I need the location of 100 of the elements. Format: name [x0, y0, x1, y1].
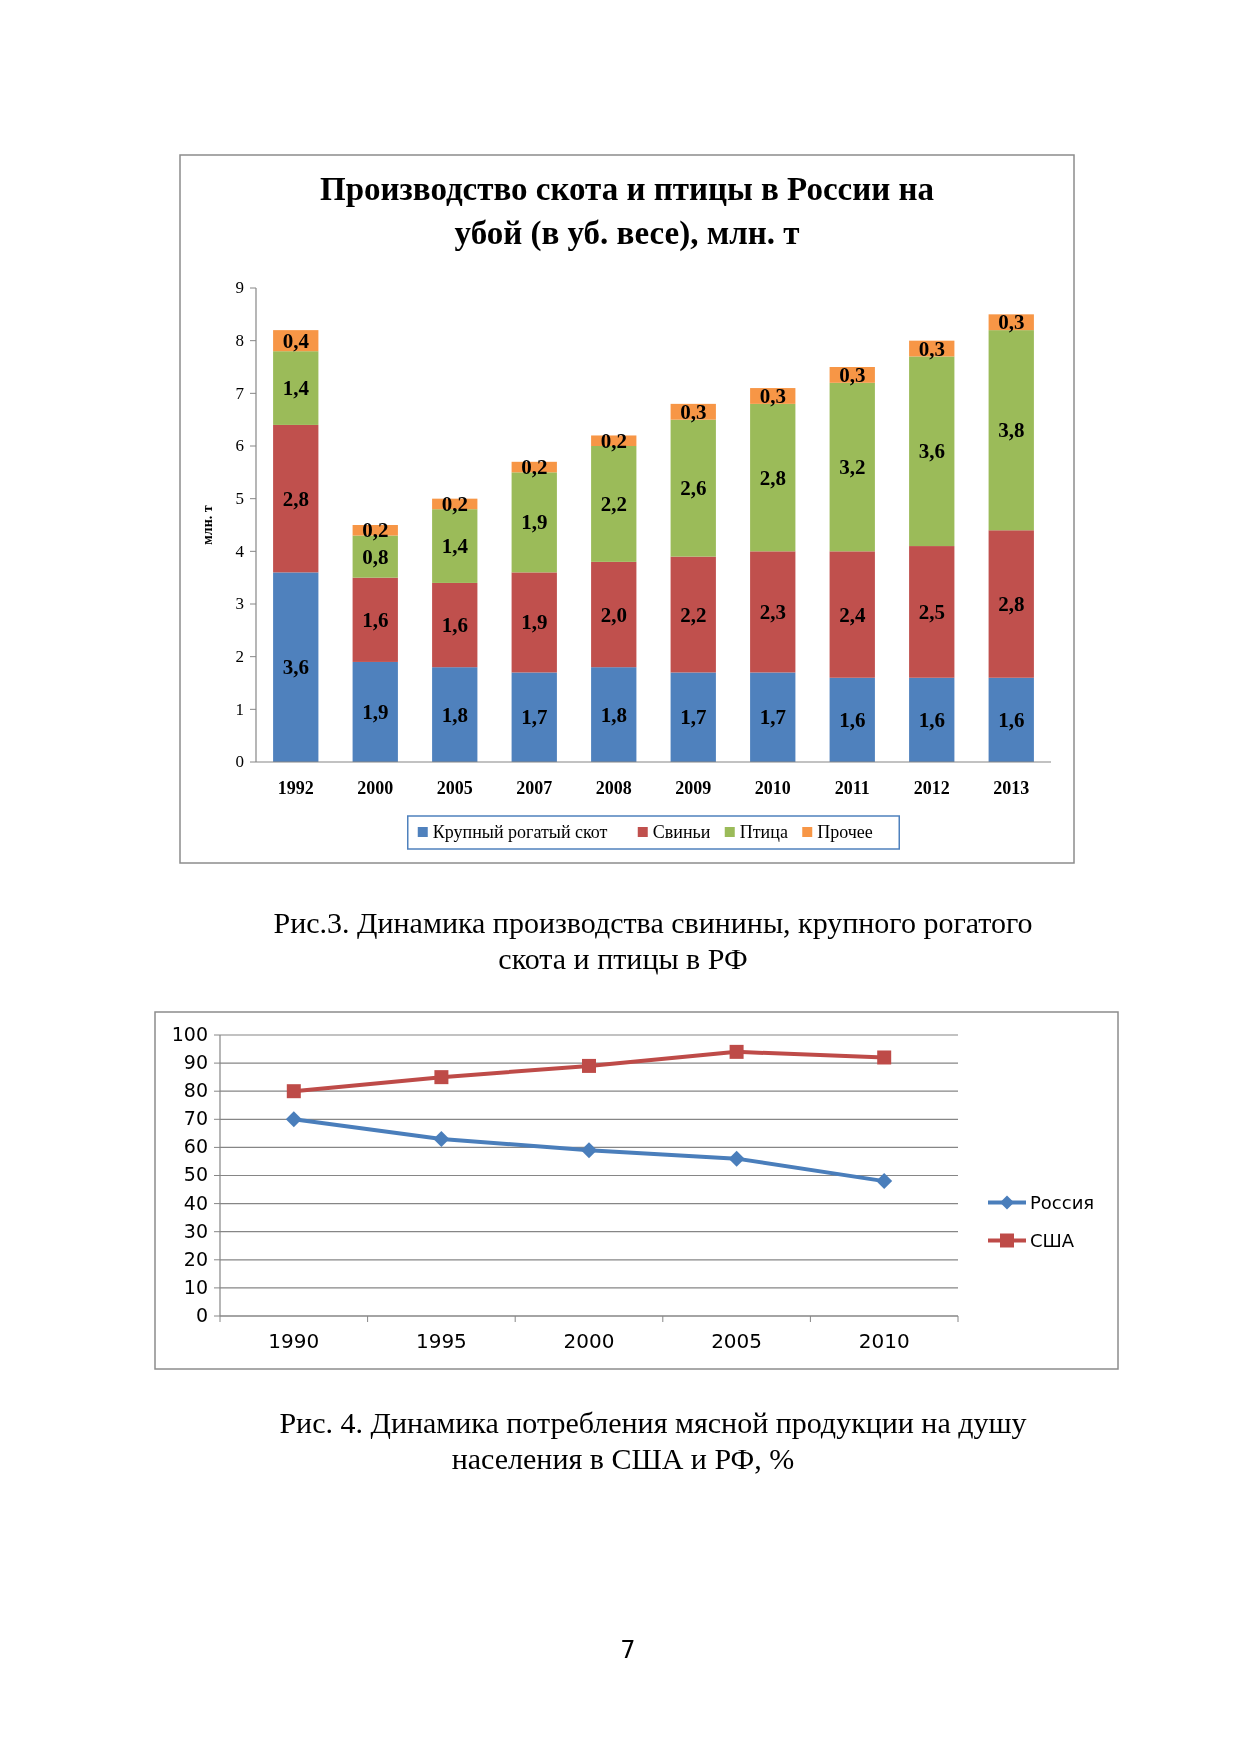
- data-label: 1,9: [521, 610, 548, 635]
- y-tick-label: 40: [183, 1191, 208, 1214]
- data-label: 2,4: [839, 602, 866, 627]
- x-tick-label: 2009: [675, 778, 712, 798]
- text: Рис.3. Динамика производства свинины, крупного рогатого скота и птицы в РФ: [273, 906, 1033, 975]
- data-label: 1,7: [759, 705, 786, 730]
- data-label: 0,3: [839, 362, 866, 387]
- bar: [670, 672, 716, 762]
- chart-title: Производство скота и птицы в России на убой (в уб. весе), млн. т: [319, 171, 935, 252]
- bar: [829, 551, 875, 678]
- legend-label: Крупный рогатый скот: [432, 822, 608, 842]
- bar: [352, 577, 398, 662]
- y-tick-label: 20: [183, 1247, 208, 1270]
- point: [728, 1150, 745, 1167]
- y-tick-label: 100: [171, 1022, 208, 1045]
- data-label: 0,3: [680, 399, 707, 424]
- data-label: 1,7: [680, 705, 707, 730]
- legend-label: Прочее: [817, 822, 873, 842]
- y-tick-label: 60: [183, 1135, 208, 1158]
- y-tick-label: 8: [235, 330, 244, 350]
- bar: [750, 551, 796, 673]
- data-label: 0,2: [362, 518, 389, 543]
- point: [876, 1173, 893, 1190]
- legend-label: США: [1030, 1229, 1075, 1251]
- y-tick-label: 6: [235, 436, 244, 456]
- x-tick-label: 1995: [415, 1329, 467, 1353]
- legend-label: Свиньи: [652, 822, 711, 842]
- data-label: 1,6: [839, 707, 866, 732]
- data-label: 1,8: [600, 702, 627, 727]
- y-tick-label: 50: [183, 1163, 208, 1186]
- x-tick-label: 2005: [436, 778, 473, 798]
- bar: [432, 667, 478, 762]
- y-tick-label: 30: [183, 1219, 208, 1242]
- y-tick-label: 1: [235, 699, 244, 719]
- bar: [988, 677, 1034, 762]
- y-tick-label: 10: [183, 1275, 208, 1298]
- data-label: 3,6: [918, 439, 945, 464]
- legend-label: Птица: [739, 822, 788, 842]
- y-axis-title: млн. т: [200, 505, 215, 545]
- bar: [591, 667, 637, 762]
- data-label: 1,6: [918, 707, 945, 732]
- data-label: 0,4: [282, 328, 310, 353]
- bar: [352, 661, 398, 762]
- point: [581, 1142, 597, 1159]
- bar: [909, 677, 955, 762]
- data-label: 0,2: [600, 428, 627, 453]
- data-label: 1,8: [441, 702, 468, 727]
- data-label: 0,3: [918, 336, 945, 361]
- data-label: 0,3: [998, 310, 1025, 335]
- bar: [750, 672, 796, 762]
- x-tick-label: 2008: [595, 778, 632, 798]
- data-label: 2,2: [600, 491, 627, 516]
- data-label: 2,2: [680, 602, 707, 627]
- y-tick-label: 0: [195, 1303, 208, 1326]
- bar: [511, 572, 557, 673]
- y-tick-label: 2: [235, 646, 244, 666]
- point: [729, 1044, 744, 1059]
- data-label: 1,9: [521, 510, 548, 535]
- x-tick-label: 2005: [711, 1329, 763, 1353]
- data-label: 2,8: [759, 465, 786, 490]
- data-label: 3,6: [282, 655, 309, 680]
- point: [286, 1084, 301, 1099]
- data-label: 2,6: [680, 476, 707, 501]
- y-tick-label: 4: [235, 541, 245, 561]
- data-label: 0,2: [521, 455, 548, 480]
- data-label: 1,4: [282, 376, 310, 401]
- y-tick-label: 80: [183, 1079, 208, 1102]
- point: [285, 1111, 302, 1128]
- y-tick-label: 5: [235, 488, 244, 508]
- x-tick-label: 2007: [516, 778, 553, 798]
- data-label: 3,8: [998, 418, 1025, 443]
- data-label: 1,6: [362, 607, 389, 632]
- data-label: 1,9: [362, 699, 389, 724]
- data-label: 2,8: [282, 486, 309, 511]
- x-tick-label: 2013: [993, 778, 1030, 798]
- x-tick-label: 2000: [563, 1329, 615, 1353]
- x-tick-label: 2011: [834, 778, 870, 798]
- y-tick-label: 90: [183, 1051, 208, 1074]
- x-tick-label: 2010: [858, 1329, 910, 1353]
- legend-label: Россия: [1030, 1191, 1095, 1213]
- bar: [511, 672, 557, 762]
- data-label: 2,5: [918, 599, 945, 624]
- data-label: 2,3: [759, 599, 786, 624]
- bar: [273, 351, 319, 425]
- y-tick-label: 9: [235, 278, 244, 298]
- text: 7: [620, 1636, 636, 1664]
- bar: [273, 572, 319, 762]
- point: [433, 1130, 450, 1147]
- data-label: 2,8: [998, 592, 1025, 616]
- data-label: 3,2: [839, 455, 866, 480]
- y-tick-label: 7: [235, 383, 245, 403]
- bar: [909, 546, 955, 678]
- data-label: 1,7: [521, 705, 548, 730]
- bar: [591, 561, 637, 668]
- data-label: 0,8: [362, 544, 389, 569]
- bar: [988, 530, 1034, 678]
- y-tick-label: 0: [235, 752, 244, 772]
- data-label: 0,3: [759, 383, 786, 408]
- point: [582, 1058, 596, 1073]
- x-tick-label: 1990: [268, 1329, 320, 1353]
